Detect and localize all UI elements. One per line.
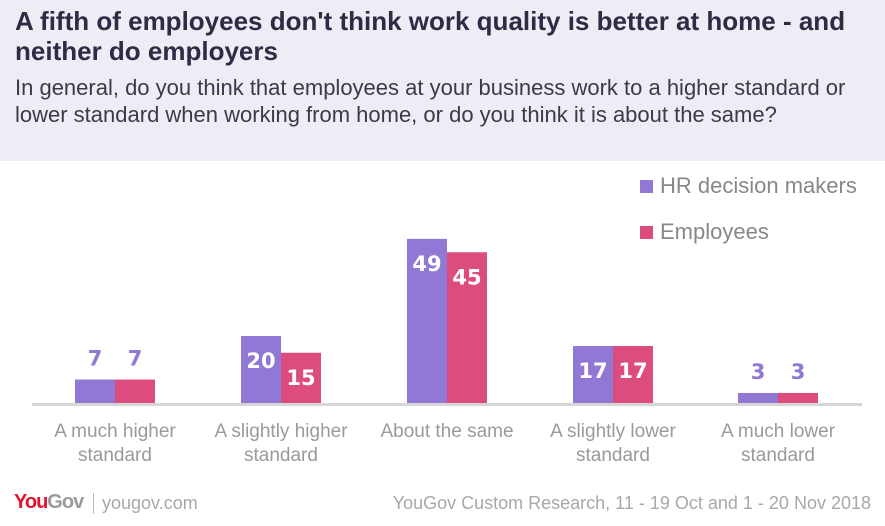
bar [573,346,613,403]
legend-swatch [640,179,653,193]
category-label: A much lower standard [720,421,836,466]
category-label: A slightly lower standard [550,421,676,466]
data-label: 20 [246,349,275,373]
data-label: 45 [452,265,481,289]
data-label: 3 [751,360,766,384]
category-label: About the same [380,421,514,442]
bar [75,379,115,403]
site-link[interactable]: yougov.com [93,493,198,514]
yougov-logo: YouGov [14,491,84,514]
legend-label: Employees [660,219,769,244]
legend-item-hr: HR decision makers [640,168,857,204]
data-label: 3 [791,360,806,384]
data-label: 7 [88,347,103,371]
logo-you: You [14,491,48,513]
category-label: A much higher standard [54,421,176,466]
bar [613,346,653,403]
legend-item-employees: Employees [640,214,857,250]
bar [447,252,487,403]
chart-subtitle: In general, do you think that employees … [15,75,846,127]
data-label: 7 [128,347,143,371]
bar [115,379,155,403]
legend: HR decision makers Employees [640,168,857,260]
bar [778,392,818,403]
data-label: 17 [578,359,607,383]
bar [281,352,321,403]
x-axis-baseline [32,403,862,406]
data-label: 17 [618,359,647,383]
chart-title: A fifth of employees don't think work qu… [15,6,846,66]
header: A fifth of employees don't think work qu… [0,0,885,161]
legend-swatch [640,225,653,239]
logo-gov: Gov [47,491,84,513]
data-label: 15 [286,366,315,390]
bar [241,336,281,403]
bar [738,392,778,403]
bar [407,238,447,403]
legend-label: HR decision makers [660,173,857,198]
data-label: 49 [412,252,441,276]
category-label: A slightly higher standard [214,421,348,466]
source-note: YouGov Custom Research, 11 - 19 Oct and … [392,493,871,513]
